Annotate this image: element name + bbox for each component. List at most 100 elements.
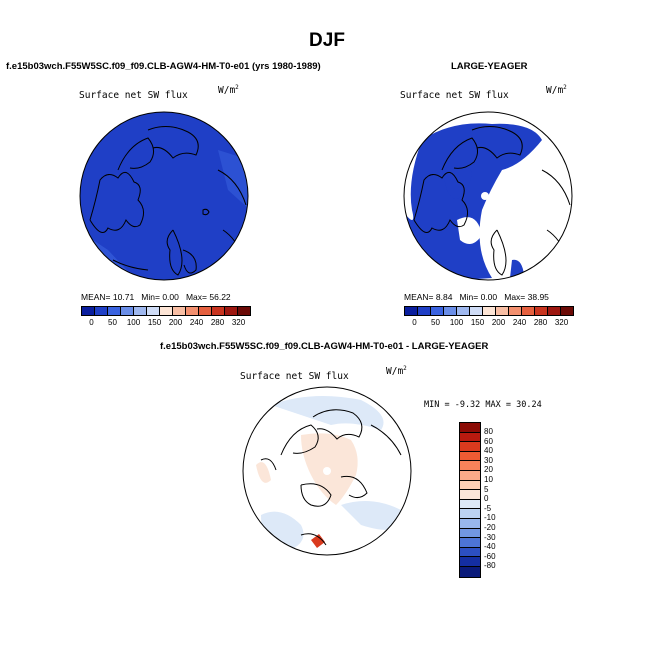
colorbar-tick-label: 50 [108, 318, 117, 327]
colorbar-swatch [225, 307, 238, 315]
colorbar-level-label: 60 [484, 436, 493, 446]
colorbar-level-label: 5 [484, 484, 489, 494]
colorbar-tick-label: 200 [491, 318, 506, 327]
colorbar-swatch [173, 307, 186, 315]
colorbar-swatch [147, 307, 160, 315]
colorbar-swatch [460, 480, 480, 491]
colorbar-tick-label: 280 [210, 318, 225, 327]
panel2-coastlines [413, 126, 571, 276]
panel2-colorbar-ticks: 0 50 100 150 200 240 280 320 [404, 318, 572, 327]
colorbar-swatch [460, 509, 480, 519]
colorbar-tick-label: 150 [147, 318, 162, 327]
colorbar-swatch [460, 566, 480, 577]
panel3-colorbar [459, 422, 481, 578]
colorbar-swatch [460, 547, 480, 558]
colorbar-swatch [561, 307, 573, 315]
colorbar-swatch [460, 470, 480, 481]
colorbar-level-label: 40 [484, 446, 493, 456]
panel2-case-title: LARGE-YEAGER [451, 61, 528, 72]
panel1-field-label: Surface net SW flux [79, 90, 188, 101]
colorbar-swatch [548, 307, 561, 315]
colorbar-tick-label: 280 [533, 318, 548, 327]
colorbar-swatch [509, 307, 522, 315]
colorbar-swatch [82, 307, 95, 315]
colorbar-swatch [470, 307, 483, 315]
panel3-minmax: MIN = -9.32 MAX = 30.24 [424, 400, 542, 410]
colorbar-swatch [160, 307, 173, 315]
panel1-colorbar [81, 306, 251, 316]
colorbar-level-label: 30 [484, 455, 493, 465]
panel1-case-title: f.e15b03wch.F55W5SC.f09_f09.CLB-AGW4-HM-… [6, 61, 321, 72]
colorbar-swatch [186, 307, 199, 315]
colorbar-swatch [460, 432, 480, 443]
page-title: DJF [309, 30, 345, 51]
panel1-ocean-field [80, 112, 248, 280]
colorbar-swatch [444, 307, 457, 315]
colorbar-tick-label: 100 [126, 318, 141, 327]
colorbar-level-label: -10 [484, 513, 496, 523]
panel2-stats: MEAN= 8.84 Min= 0.00 Max= 38.95 [404, 292, 549, 302]
panel3-field-label: Surface net SW flux [240, 371, 349, 382]
colorbar-tick-label: 240 [189, 318, 204, 327]
colorbar-swatch [522, 307, 535, 315]
panel3-coastlines [260, 409, 402, 546]
colorbar-swatch [496, 307, 509, 315]
colorbar-level-label: -60 [484, 551, 496, 561]
panel1-coastlines [89, 126, 247, 276]
colorbar-level-label: -40 [484, 542, 496, 552]
colorbar-level-label: -20 [484, 522, 496, 532]
panel2-ocean-field [404, 123, 542, 280]
colorbar-swatch [460, 538, 480, 548]
colorbar-swatch [460, 490, 480, 500]
colorbar-swatch [457, 307, 470, 315]
colorbar-swatch [460, 557, 480, 567]
colorbar-swatch [418, 307, 431, 315]
panel2-field-label: Surface net SW flux [400, 90, 509, 101]
colorbar-swatch [460, 423, 480, 433]
colorbar-level-label: -80 [484, 561, 496, 571]
panel3-hotspot [311, 534, 325, 548]
panel1-colorbar-ticks: 0 50 100 150 200 240 280 320 [81, 318, 249, 327]
colorbar-swatch [460, 528, 480, 539]
colorbar-level-label: -5 [484, 503, 492, 513]
colorbar-swatch [95, 307, 108, 315]
colorbar-tick-label: 0 [89, 318, 94, 327]
colorbar-tick-label: 50 [431, 318, 440, 327]
colorbar-swatch [460, 451, 480, 462]
panel3-colorbar-labels: 80 60 40 30 20 10 5 0 -5 -10 -20 -30 -40 -60 -80 [484, 427, 496, 571]
colorbar-tick-label: 0 [412, 318, 417, 327]
colorbar-level-label: 0 [484, 494, 489, 504]
colorbar-level-label: 10 [484, 474, 493, 484]
colorbar-swatch [121, 307, 134, 315]
panel1-units: W/m2 [218, 84, 239, 97]
colorbar-swatch [460, 499, 480, 510]
panel2-colorbar [404, 306, 574, 316]
colorbar-tick-label: 200 [168, 318, 183, 327]
panel2-units: W/m2 [546, 84, 567, 97]
panel2-polar-map [403, 111, 573, 281]
colorbar-tick-label: 100 [449, 318, 464, 327]
colorbar-tick-label: 240 [512, 318, 527, 327]
panel3-case-title: f.e15b03wch.F55W5SC.f09_f09.CLB-AGW4-HM-… [160, 341, 489, 352]
colorbar-swatch [483, 307, 496, 315]
panel1-polar-map [79, 111, 249, 281]
colorbar-swatch [535, 307, 548, 315]
colorbar-level-label: -30 [484, 532, 496, 542]
panel3-polar-map [242, 386, 412, 556]
colorbar-swatch [212, 307, 225, 315]
colorbar-swatch [108, 307, 121, 315]
panel3-units: W/m2 [386, 365, 407, 378]
colorbar-swatch [238, 307, 250, 315]
panel1-stats: MEAN= 10.71 Min= 0.00 Max= 56.22 [81, 292, 231, 302]
colorbar-swatch [460, 442, 480, 452]
colorbar-swatch [405, 307, 418, 315]
colorbar-level-label: 20 [484, 465, 493, 475]
colorbar-swatch [431, 307, 444, 315]
colorbar-tick-label: 320 [231, 318, 246, 327]
colorbar-swatch [460, 461, 480, 471]
colorbar-tick-label: 150 [470, 318, 485, 327]
colorbar-tick-label: 320 [554, 318, 569, 327]
colorbar-level-label: 80 [484, 427, 493, 436]
colorbar-swatch [134, 307, 147, 315]
colorbar-swatch [460, 518, 480, 529]
